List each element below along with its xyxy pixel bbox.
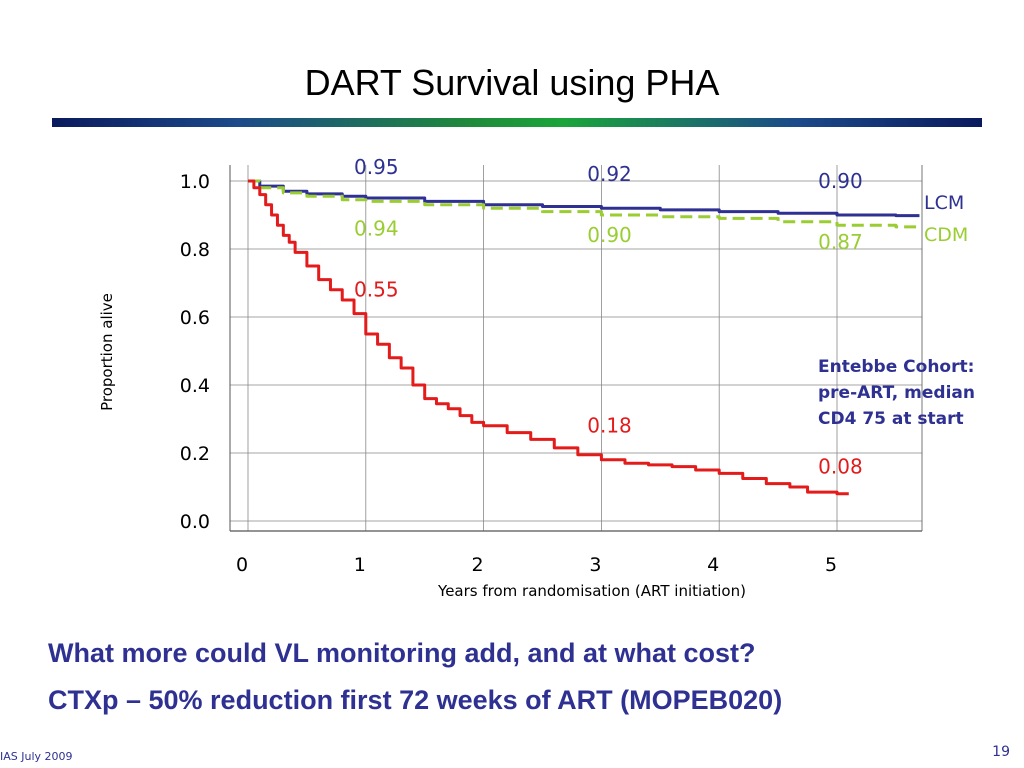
cohort-note-line-3: CD4 75 at start (818, 409, 964, 429)
series-line-entebbe-cohort (248, 179, 849, 496)
x-tick-label-4: 4 (707, 554, 719, 576)
x-tick-label-2: 2 (472, 554, 484, 576)
x-tick-label-1: 1 (354, 554, 366, 576)
cohort-note-line-1: Entebbe Cohort: (818, 357, 974, 377)
data-label-cdm-5: 0.87 (818, 230, 863, 254)
data-label-cdm-4: 0.90 (587, 223, 632, 247)
x-tick-label-5: 5 (825, 554, 837, 576)
slide-title: DART Survival using PHA (304, 62, 720, 103)
survival-chart: 0.0 0.2 0.4 0.6 0.8 1.0 0 1 2 3 4 5 Years from rando… (98, 155, 975, 600)
data-label-entebbe-cohort-7: 0.18 (587, 414, 632, 438)
legend-label-lcm: LCM (924, 192, 964, 214)
x-axis-title: Years from randomisation (ART initiation… (437, 582, 746, 600)
data-label-lcm-2: 0.90 (818, 169, 863, 193)
data-label-lcm-1: 0.92 (587, 162, 632, 186)
series-line-lcm (248, 179, 920, 218)
data-label-entebbe-cohort-8: 0.08 (818, 454, 863, 478)
bottom-line-ctxp: CTXp – 50% reduction first 72 weeks of A… (48, 685, 783, 715)
y-tick-label-0.8: 0.8 (180, 239, 210, 261)
data-label-lcm-0: 0.95 (354, 155, 399, 179)
x-tick-label-3: 3 (589, 554, 601, 576)
data-label-entebbe-cohort-6: 0.55 (354, 278, 399, 302)
cohort-note-line-2: pre-ART, median (818, 383, 975, 403)
footer-conference: IAS July 2009 (0, 750, 73, 763)
y-axis-title: Proportion alive (98, 293, 116, 411)
bottom-line-vl-cost: What more could VL monitoring add, and a… (48, 638, 756, 668)
page-number: 19 (992, 744, 1010, 760)
y-tick-label-0.2: 0.2 (180, 443, 210, 465)
data-label-cdm-3: 0.94 (354, 216, 399, 240)
x-tick-label-0: 0 (236, 554, 248, 576)
y-tick-label-0.6: 0.6 (180, 307, 210, 329)
title-divider-bar (52, 118, 982, 127)
series-line-cdm (248, 179, 920, 229)
y-tick-label-0.4: 0.4 (180, 375, 210, 397)
y-tick-label-1.0: 1.0 (180, 171, 210, 193)
legend-label-cdm: CDM (924, 224, 968, 246)
y-tick-label-0.0: 0.0 (180, 511, 210, 533)
